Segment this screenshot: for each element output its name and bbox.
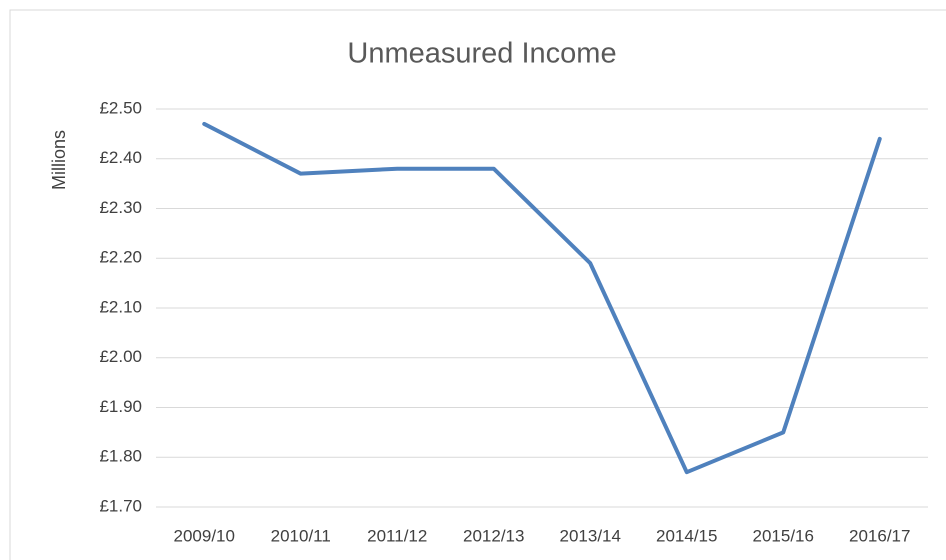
y-tick-label: £2.50 xyxy=(99,98,142,117)
x-tick-label: 2015/16 xyxy=(753,526,814,545)
y-tick-label: £1.90 xyxy=(99,397,142,416)
y-tick-label: £2.00 xyxy=(99,347,142,366)
x-tick-label: 2016/17 xyxy=(849,526,910,545)
chart-frame xyxy=(9,9,946,560)
y-tick-label: £1.80 xyxy=(99,447,142,466)
x-tick-label: 2013/14 xyxy=(560,526,621,545)
x-tick-label: 2010/11 xyxy=(271,526,331,545)
y-tick-label: £1.70 xyxy=(99,496,142,515)
y-axis-label: Millions xyxy=(49,130,69,190)
chart-title: Unmeasured Income xyxy=(347,38,616,70)
y-tick-label: £2.30 xyxy=(99,198,142,217)
y-tick-label: £2.40 xyxy=(99,148,142,167)
x-tick-label: 2014/15 xyxy=(656,526,717,545)
x-tick-label: 2011/12 xyxy=(367,526,427,545)
y-tick-label: £2.20 xyxy=(99,248,142,267)
x-tick-label: 2012/13 xyxy=(463,526,524,545)
line-series xyxy=(202,121,882,475)
y-tick-label: £2.10 xyxy=(99,297,142,316)
x-tick-label: 2009/10 xyxy=(174,526,235,545)
